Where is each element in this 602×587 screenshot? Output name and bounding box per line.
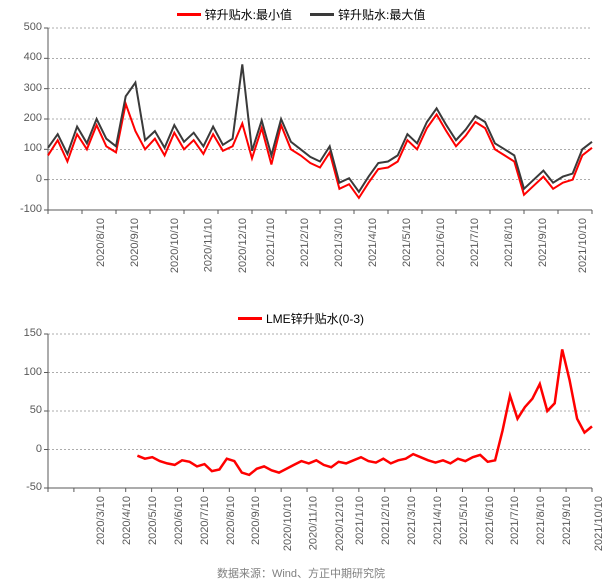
x-tick-label: 2020/10/10 [169, 218, 181, 273]
x-tick-label: 2021/8/10 [503, 218, 515, 267]
data-source-text: 数据来源：Wind、方正中期研究院 [0, 565, 602, 581]
x-tick-label: 2020/4/10 [121, 496, 133, 545]
x-tick-label: 2021/5/10 [401, 218, 413, 267]
x-tick-label: 2021/2/10 [299, 218, 311, 267]
y-tick-label: 100 [24, 142, 42, 154]
y-tick-label: 50 [30, 404, 42, 416]
x-tick-label: 2021/4/10 [367, 218, 379, 267]
y-tick-label: 300 [24, 82, 42, 94]
chart2-legend: LME锌升贴水(0-3) [0, 310, 602, 327]
y-tick-label: -100 [20, 203, 42, 215]
x-tick-label: 2021/4/10 [432, 496, 444, 545]
legend-swatch [177, 13, 201, 16]
x-tick-label: 2021/9/10 [561, 496, 573, 545]
y-tick-label: 200 [24, 112, 42, 124]
x-tick-label: 2021/3/10 [333, 218, 345, 267]
x-tick-label: 2021/5/10 [458, 496, 470, 545]
x-tick-label: 2020/9/10 [129, 218, 141, 267]
x-tick-label: 2020/5/10 [147, 496, 159, 545]
x-tick-label: 2021/9/10 [537, 218, 549, 267]
x-tick-label: 2020/7/10 [199, 496, 211, 545]
x-tick-label: 2021/6/10 [484, 496, 496, 545]
x-tick-label: 2021/7/10 [469, 218, 481, 267]
x-tick-label: 2021/8/10 [535, 496, 547, 545]
x-tick-label: 2021/6/10 [435, 218, 447, 267]
y-tick-label: -50 [26, 481, 42, 493]
x-tick-label: 2021/3/10 [406, 496, 418, 545]
x-tick-label: 2020/12/10 [334, 496, 346, 551]
y-tick-label: 150 [24, 327, 42, 339]
x-tick-label: 2020/12/10 [237, 218, 249, 273]
x-tick-label: 2021/2/10 [380, 496, 392, 545]
x-tick-label: 2020/3/10 [95, 496, 107, 545]
x-tick-label: 2021/10/10 [577, 218, 589, 273]
x-tick-label: 2021/1/10 [354, 496, 366, 545]
y-tick-label: 500 [24, 21, 42, 33]
x-tick-label: 2021/10/10 [593, 496, 602, 551]
x-tick-label: 2020/6/10 [173, 496, 185, 545]
x-tick-label: 2020/10/10 [282, 496, 294, 551]
legend-swatch [238, 317, 262, 320]
legend-item: LME锌升贴水(0-3) [238, 310, 364, 327]
x-tick-label: 2020/11/10 [202, 218, 214, 272]
x-tick-label: 2021/7/10 [509, 496, 521, 545]
y-tick-label: 0 [36, 443, 42, 455]
chart2-plot [0, 328, 602, 498]
x-tick-label: 2021/1/10 [265, 218, 277, 267]
y-tick-label: 0 [36, 173, 42, 185]
chart1-plot [0, 20, 602, 220]
x-tick-label: 2020/9/10 [250, 496, 262, 545]
x-tick-label: 2020/8/10 [95, 218, 107, 267]
y-tick-label: 100 [24, 366, 42, 378]
legend-label: LME锌升贴水(0-3) [266, 310, 364, 327]
y-tick-label: 400 [24, 51, 42, 63]
x-tick-label: 2020/8/10 [224, 496, 236, 545]
legend-swatch [310, 13, 334, 16]
x-tick-label: 2020/11/10 [307, 496, 319, 550]
